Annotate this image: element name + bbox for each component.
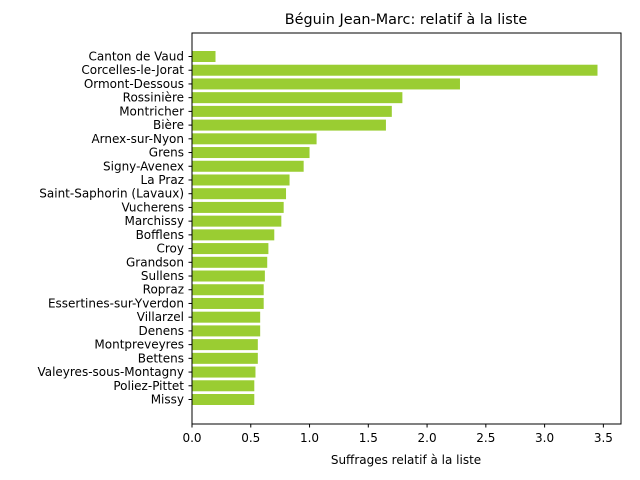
x-tick-label: 0.0 xyxy=(182,431,201,445)
bar-ropraz xyxy=(192,284,264,296)
y-tick-label-corcelles-le-jorat: Corcelles-le-Jorat xyxy=(81,63,184,77)
bar-canton-de-vaud xyxy=(192,51,216,62)
bars-group xyxy=(192,51,598,405)
y-tick-label-rossiniere: Rossinière xyxy=(123,91,184,105)
x-tick-label: 2.0 xyxy=(418,431,437,445)
bar-missy xyxy=(192,394,255,405)
x-tick-label: 3.0 xyxy=(535,431,554,445)
bar-vucherens xyxy=(192,201,284,213)
bar-croy xyxy=(192,243,269,255)
y-tick-label-denens: Denens xyxy=(139,324,184,338)
bar-valeyres-sous-montagny xyxy=(192,366,256,378)
y-tick-label-bettens: Bettens xyxy=(138,351,184,365)
y-tick-label-villarzel: Villarzel xyxy=(137,310,184,324)
y-tick-label-saint-saphorin-lavaux: Saint-Saphorin (Lavaux) xyxy=(39,187,184,201)
bar-grens xyxy=(192,147,310,159)
y-tick-label-biere: Bière xyxy=(153,118,184,132)
y-tick-label-valeyres-sous-montagny: Valeyres-sous-Montagny xyxy=(37,365,184,379)
y-tick-label-sullens: Sullens xyxy=(141,269,184,283)
chart-title: Béguin Jean-Marc: relatif à la liste xyxy=(285,12,528,28)
bar-signy-avenex xyxy=(192,160,304,172)
y-tick-label-ropraz: Ropraz xyxy=(143,283,184,297)
y-tick-label-la-praz: La Praz xyxy=(141,173,184,187)
y-tick-label-grens: Grens xyxy=(149,146,184,160)
bar-la-praz xyxy=(192,174,290,186)
bar-essertines-sur-yverdon xyxy=(192,297,264,309)
bar-arnex-sur-nyon xyxy=(192,133,317,145)
y-tick-label-marchissy: Marchissy xyxy=(124,214,184,228)
bar-montpreveyres xyxy=(192,339,258,351)
bar-corcelles-le-jorat xyxy=(192,64,598,76)
bar-bettens xyxy=(192,352,258,364)
x-tick-label: 1.0 xyxy=(300,431,319,445)
bar-montricher xyxy=(192,105,392,117)
bar-marchissy xyxy=(192,215,282,227)
y-tick-label-essertines-sur-yverdon: Essertines-sur-Yverdon xyxy=(48,296,184,310)
y-tick-label-montricher: Montricher xyxy=(119,104,184,118)
y-tick-label-poliez-pittet: Poliez-Pittet xyxy=(113,379,184,393)
x-tick-label: 2.5 xyxy=(476,431,495,445)
y-tick-label-arnex-sur-nyon: Arnex-sur-Nyon xyxy=(91,132,184,146)
bar-sullens xyxy=(192,270,265,282)
bar-biere xyxy=(192,119,386,131)
x-tick-label: 3.5 xyxy=(594,431,613,445)
x-tick-label: 0.5 xyxy=(241,431,260,445)
bar-villarzel xyxy=(192,311,261,323)
y-tick-label-croy: Croy xyxy=(157,242,185,256)
y-tick-label-signy-avenex: Signy-Avenex xyxy=(103,159,184,173)
x-tick-label: 1.5 xyxy=(359,431,378,445)
y-tick-label-missy: Missy xyxy=(151,393,184,407)
bar-rossiniere xyxy=(192,92,403,104)
x-axis-title: Suffrages relatif à la liste xyxy=(331,453,481,467)
bar-grandson xyxy=(192,256,268,268)
bar-poliez-pittet xyxy=(192,380,255,392)
y-tick-label-grandson: Grandson xyxy=(126,255,184,269)
bar-saint-saphorin-lavaux xyxy=(192,188,287,200)
x-ticks: 0.0 0.5 1.0 1.5 2.0 2.5 3.0 3.5 xyxy=(182,424,613,445)
y-tick-label-bofflens: Bofflens xyxy=(136,228,184,242)
y-tick-label-vucherens: Vucherens xyxy=(122,200,185,214)
bar-ormont-dessous xyxy=(192,78,460,90)
y-tick-labels: Canton de VaudCorcelles-le-JoratOrmont-D… xyxy=(37,50,192,407)
y-tick-label-canton-de-vaud: Canton de Vaud xyxy=(89,50,184,64)
y-tick-label-ormont-dessous: Ormont-Dessous xyxy=(84,77,184,91)
plot-frame xyxy=(191,32,622,425)
y-tick-label-montpreveyres: Montpreveyres xyxy=(94,338,184,352)
bar-bofflens xyxy=(192,229,275,241)
bar-denens xyxy=(192,325,261,337)
